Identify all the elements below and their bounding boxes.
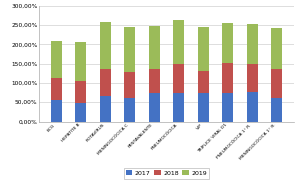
Bar: [222, 93, 233, 122]
Bar: [173, 64, 184, 93]
Bar: [100, 96, 111, 122]
Bar: [124, 98, 135, 122]
Legend: 2017, 2018, 2019: 2017, 2018, 2019: [124, 168, 209, 179]
Bar: [222, 23, 233, 63]
Bar: [272, 98, 282, 122]
Bar: [100, 23, 111, 70]
Bar: [198, 93, 209, 122]
Bar: [51, 41, 62, 78]
Bar: [272, 69, 282, 98]
Bar: [75, 81, 86, 103]
Bar: [272, 28, 282, 69]
Bar: [149, 26, 160, 70]
Bar: [247, 64, 258, 92]
Bar: [124, 27, 135, 72]
Bar: [51, 78, 62, 100]
Bar: [222, 63, 233, 93]
Bar: [198, 71, 209, 93]
Bar: [124, 72, 135, 98]
Bar: [173, 20, 184, 64]
Bar: [75, 103, 86, 122]
Bar: [75, 43, 86, 81]
Bar: [100, 70, 111, 96]
Bar: [247, 92, 258, 122]
Bar: [149, 70, 160, 93]
Bar: [247, 24, 258, 64]
Bar: [149, 93, 160, 122]
Bar: [198, 27, 209, 71]
Bar: [51, 100, 62, 122]
Bar: [173, 93, 184, 122]
